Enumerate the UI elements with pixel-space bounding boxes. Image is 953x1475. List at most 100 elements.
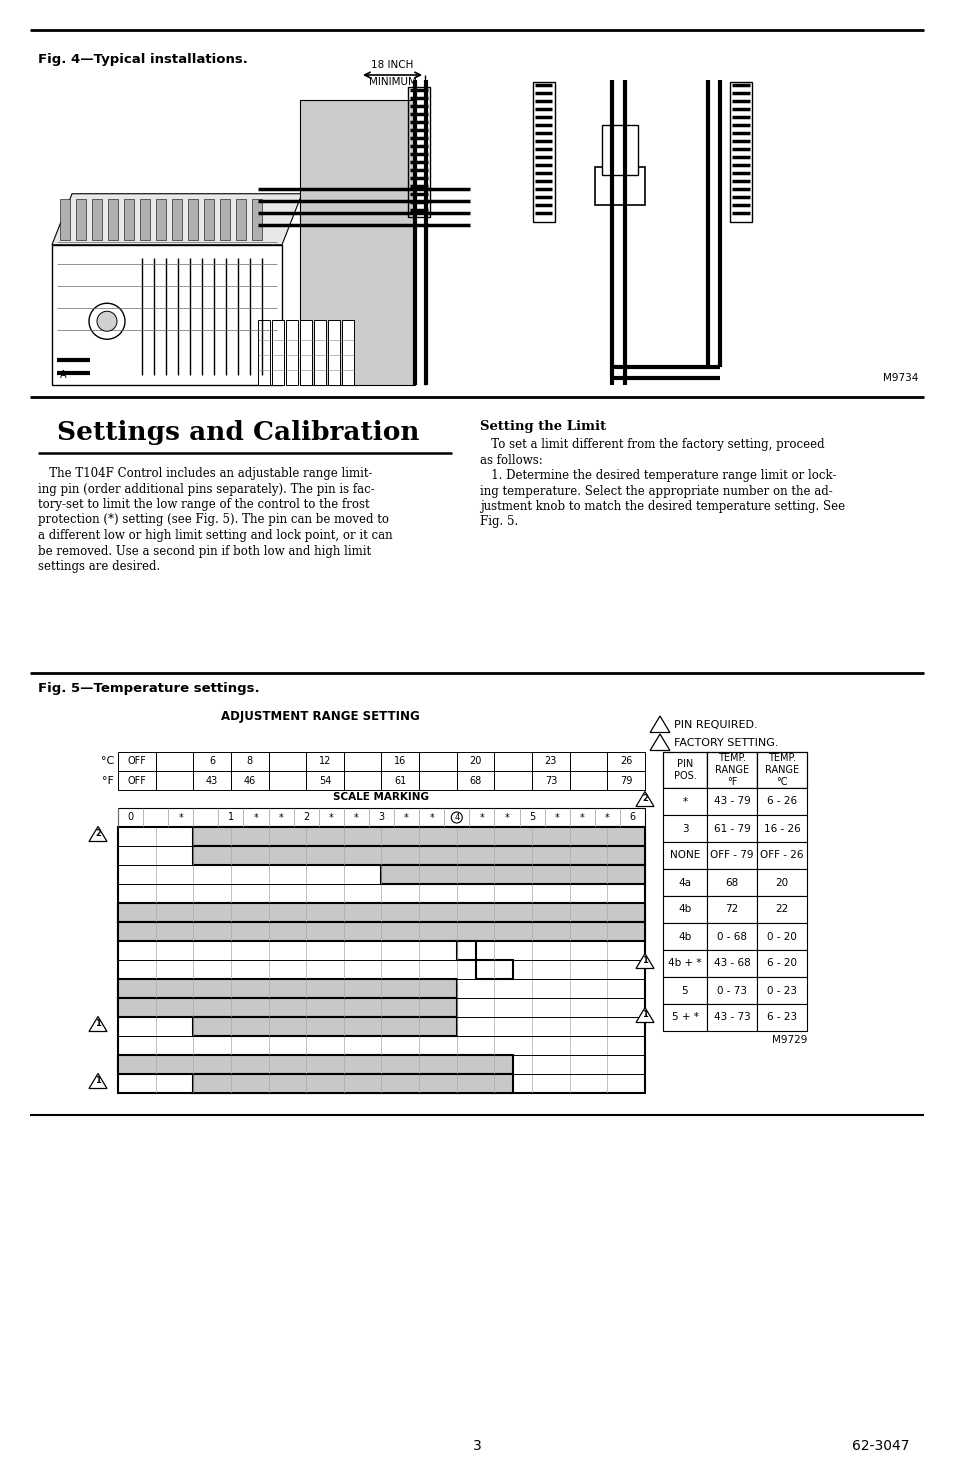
Bar — [272, 320, 284, 385]
Bar — [314, 320, 326, 385]
Text: FACTORY SETTING.: FACTORY SETTING. — [673, 738, 778, 748]
Bar — [299, 320, 312, 385]
Bar — [418, 752, 456, 771]
Text: as follows:: as follows: — [479, 453, 542, 466]
Bar — [607, 771, 644, 791]
Text: M9729: M9729 — [771, 1035, 806, 1044]
Text: The T104F Control includes an adjustable range limit-: The T104F Control includes an adjustable… — [38, 468, 372, 479]
Text: 6 - 23: 6 - 23 — [766, 1012, 796, 1022]
Polygon shape — [89, 1074, 107, 1089]
Text: 2: 2 — [303, 813, 309, 823]
Text: 6 - 26: 6 - 26 — [766, 796, 796, 807]
Text: *: * — [579, 813, 584, 823]
Text: 16 - 26: 16 - 26 — [762, 823, 800, 833]
Text: 0 - 20: 0 - 20 — [766, 932, 796, 941]
Bar — [662, 923, 706, 950]
Text: 61: 61 — [394, 776, 406, 786]
Bar — [662, 950, 706, 976]
Text: 79: 79 — [619, 776, 632, 786]
Text: OFF - 79: OFF - 79 — [709, 851, 753, 860]
Bar — [381, 771, 418, 791]
Bar — [286, 320, 297, 385]
Text: Fig. 5.: Fig. 5. — [479, 515, 517, 528]
Bar — [729, 83, 751, 223]
Text: 4b: 4b — [678, 932, 691, 941]
Bar — [408, 87, 430, 217]
Text: 1. Determine the desired temperature range limit or lock-: 1. Determine the desired temperature ran… — [479, 469, 836, 482]
Text: protection (*) setting (see Fig. 5). The pin can be moved to: protection (*) setting (see Fig. 5). The… — [38, 513, 389, 527]
Text: *: * — [681, 796, 687, 807]
Text: 68: 68 — [469, 776, 481, 786]
Text: 8: 8 — [247, 757, 253, 767]
Text: OFF: OFF — [128, 776, 146, 786]
Bar — [662, 788, 706, 816]
Bar — [757, 895, 806, 923]
Text: ing temperature. Select the appropriate number on the ad-: ing temperature. Select the appropriate … — [479, 484, 832, 497]
Bar — [118, 903, 644, 922]
Text: 12: 12 — [318, 757, 331, 767]
Polygon shape — [52, 193, 302, 245]
Text: 6: 6 — [209, 757, 215, 767]
Bar — [140, 199, 150, 239]
Bar — [706, 816, 757, 842]
Bar — [156, 199, 166, 239]
Text: Setting the Limit: Setting the Limit — [479, 420, 605, 434]
Text: 23: 23 — [544, 757, 557, 767]
Bar — [757, 869, 806, 895]
Bar — [569, 771, 607, 791]
Bar — [118, 827, 644, 1093]
Bar — [706, 895, 757, 923]
Text: 46: 46 — [243, 776, 255, 786]
Text: 26: 26 — [619, 757, 632, 767]
Text: MINIMUM: MINIMUM — [368, 77, 416, 87]
Text: 3: 3 — [378, 813, 384, 823]
Text: ing pin (order additional pins separately). The pin is fac-: ing pin (order additional pins separatel… — [38, 482, 375, 496]
Bar — [193, 847, 644, 864]
Text: 1: 1 — [641, 956, 647, 965]
Bar — [155, 752, 193, 771]
Text: *: * — [479, 813, 484, 823]
Bar — [494, 752, 532, 771]
Bar — [662, 976, 706, 1004]
Bar — [532, 771, 569, 791]
Bar — [193, 1016, 456, 1035]
Bar — [456, 941, 476, 960]
Bar — [706, 1004, 757, 1031]
Text: 3: 3 — [681, 823, 688, 833]
Text: *: * — [555, 813, 559, 823]
Text: *: * — [404, 813, 409, 823]
Text: *: * — [429, 813, 434, 823]
Bar — [757, 923, 806, 950]
Bar — [306, 771, 343, 791]
Text: M9734: M9734 — [882, 373, 917, 384]
Text: 4a: 4a — [678, 878, 691, 888]
Polygon shape — [89, 826, 107, 842]
Polygon shape — [649, 715, 669, 733]
Text: Settings and Calibration: Settings and Calibration — [56, 420, 418, 445]
Bar — [757, 950, 806, 976]
Text: 3: 3 — [472, 1440, 481, 1453]
Text: 43 - 79: 43 - 79 — [713, 796, 750, 807]
Text: 1: 1 — [95, 1075, 101, 1086]
Bar — [155, 771, 193, 791]
Bar — [662, 895, 706, 923]
Bar — [706, 923, 757, 950]
Bar — [381, 752, 418, 771]
Bar — [118, 771, 155, 791]
Text: PIN
POS.: PIN POS. — [673, 758, 696, 782]
Text: settings are desired.: settings are desired. — [38, 560, 160, 572]
Text: 43: 43 — [206, 776, 218, 786]
Polygon shape — [636, 1007, 654, 1022]
Bar — [662, 1004, 706, 1031]
Text: °F: °F — [102, 776, 113, 786]
Bar — [456, 771, 494, 791]
Text: 2: 2 — [95, 829, 101, 838]
Bar — [607, 752, 644, 771]
Circle shape — [97, 311, 117, 332]
Text: *: * — [354, 813, 358, 823]
Bar — [532, 752, 569, 771]
Bar — [533, 83, 555, 223]
Text: TEMP.
RANGE
°F: TEMP. RANGE °F — [714, 752, 748, 788]
Text: *: * — [504, 813, 509, 823]
Bar — [204, 199, 213, 239]
